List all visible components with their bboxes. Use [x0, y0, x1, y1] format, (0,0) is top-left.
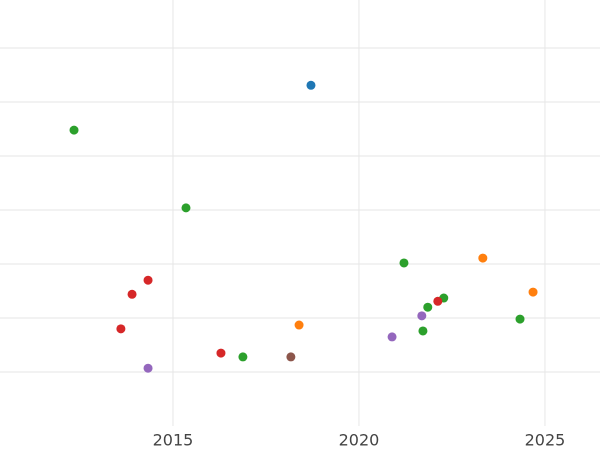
point: [528, 287, 538, 297]
point: [238, 352, 248, 362]
point: [423, 302, 433, 312]
point: [478, 253, 488, 263]
point: [143, 363, 153, 373]
point: [433, 296, 443, 306]
point: [418, 326, 428, 336]
point: [216, 348, 226, 358]
x-tick-label: 2015: [153, 431, 194, 450]
point: [306, 80, 316, 90]
point: [417, 311, 427, 321]
point: [294, 320, 304, 330]
point: [181, 203, 191, 213]
x-tick-label: 2020: [339, 431, 380, 450]
point: [127, 289, 137, 299]
point: [515, 314, 525, 324]
point: [116, 324, 126, 334]
point: [69, 125, 79, 135]
point: [143, 275, 153, 285]
point: [286, 352, 296, 362]
x-tick-label: 2025: [525, 431, 566, 450]
point: [387, 332, 397, 342]
point: [399, 258, 409, 268]
